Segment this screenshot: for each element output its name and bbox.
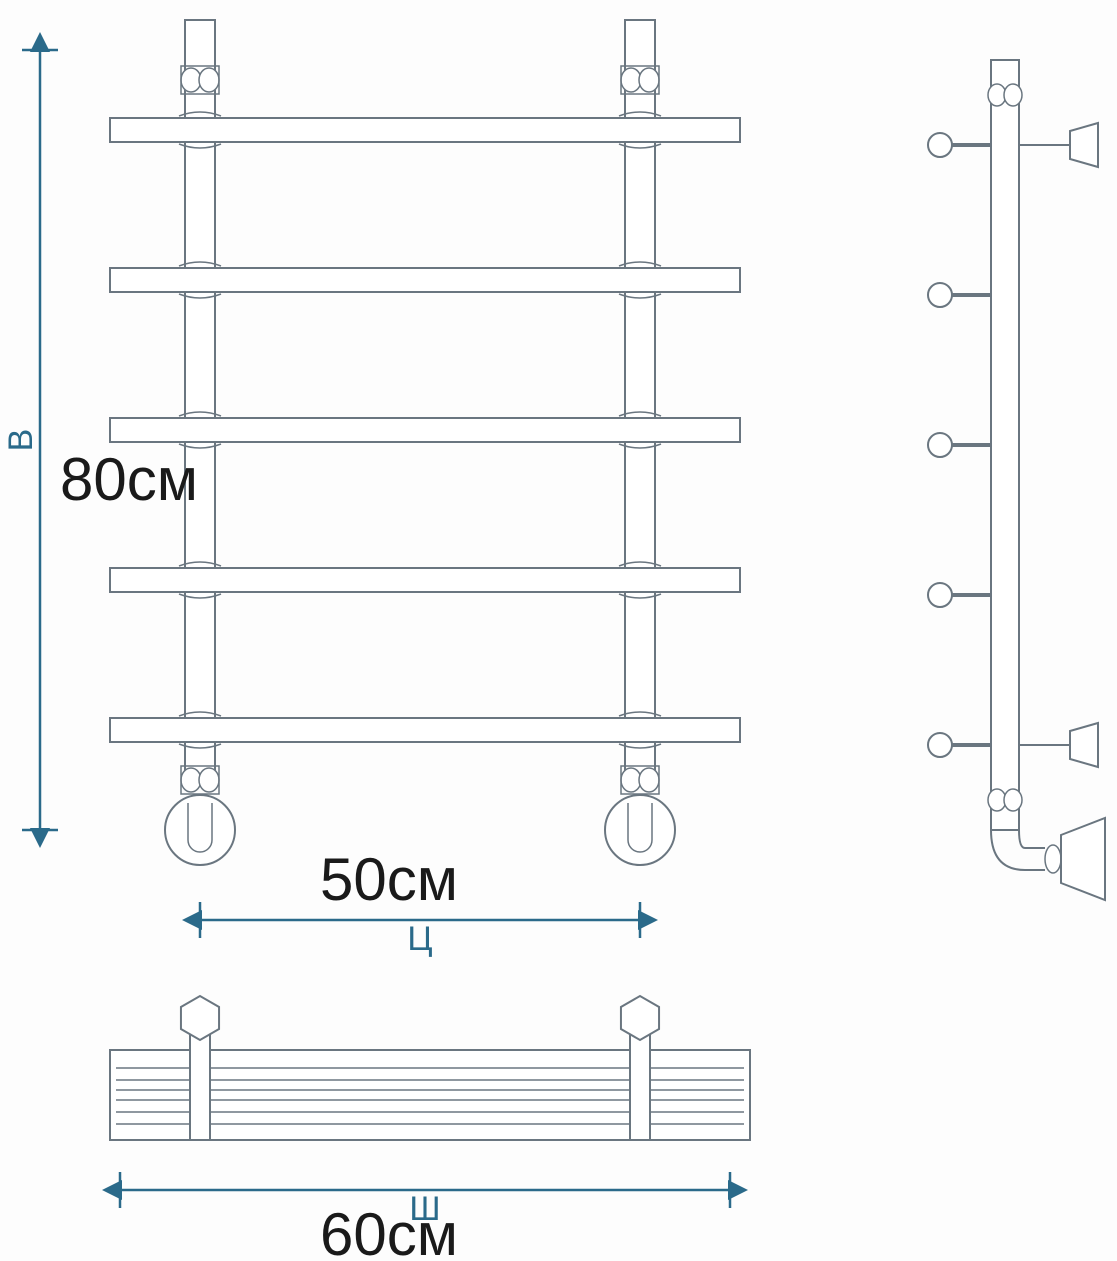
top-view <box>110 996 750 1140</box>
dim-height-letter: В <box>2 429 40 452</box>
side-view <box>928 60 1105 900</box>
front-view <box>110 20 740 865</box>
dim-height-label: 80см <box>60 446 198 513</box>
dim-center-label: 50см <box>320 846 458 913</box>
dim-center-letter: Ц <box>407 920 432 958</box>
dim-width-label: 60см <box>320 1201 458 1261</box>
